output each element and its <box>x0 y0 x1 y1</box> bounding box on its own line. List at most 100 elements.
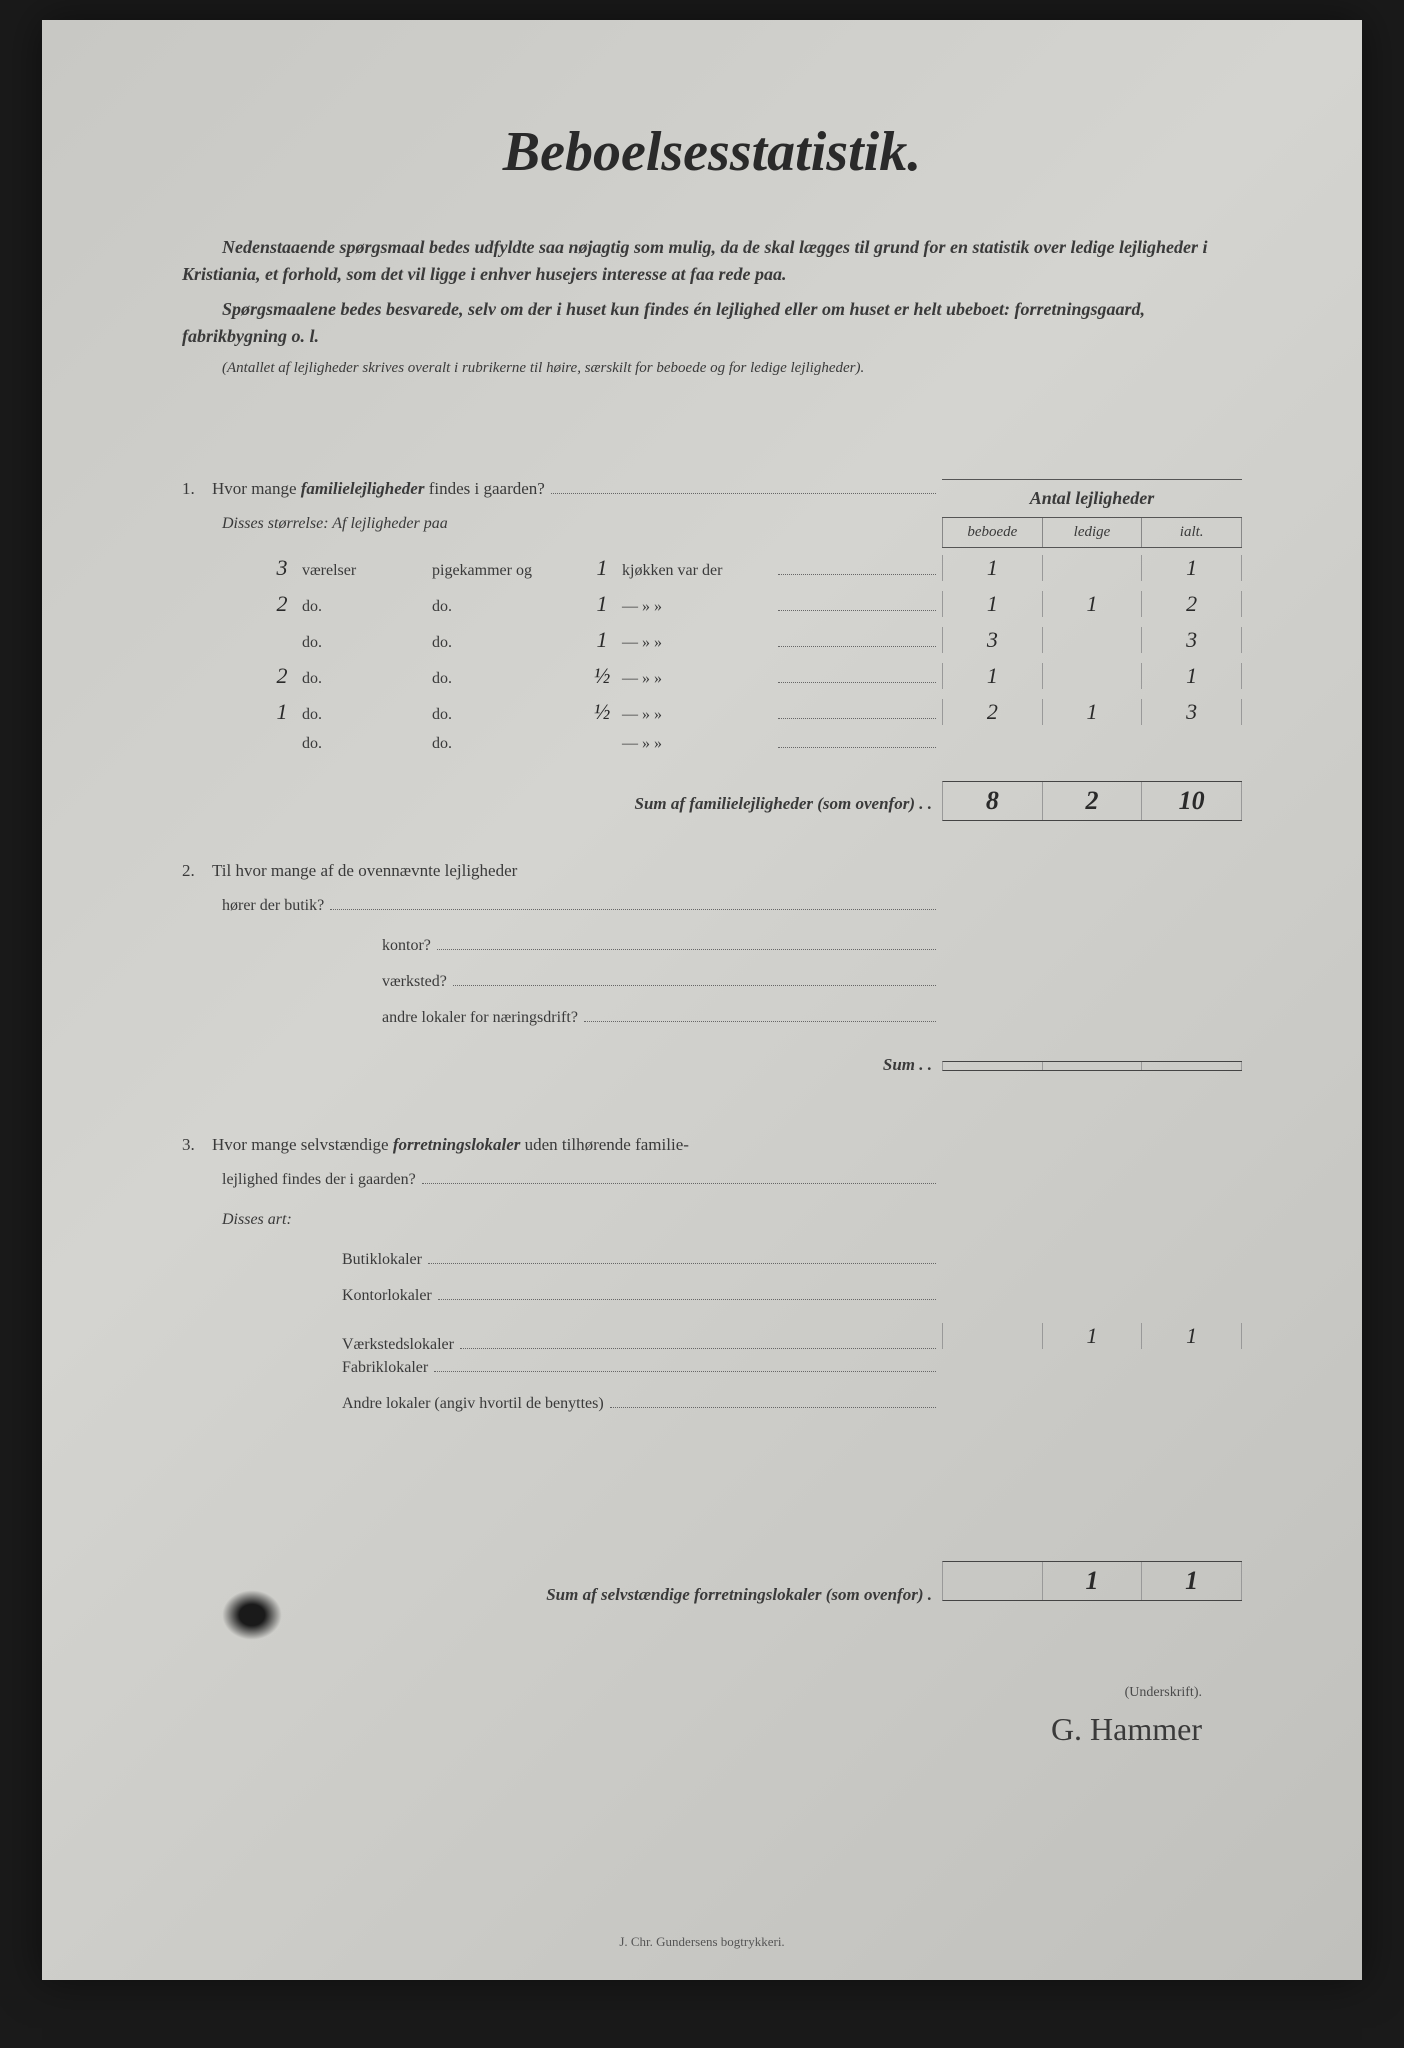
label-kjokken: — » » <box>622 634 772 652</box>
label-vaerelser: værelser <box>302 562 392 580</box>
q1-size-row: 3værelserpigekammer og1kjøkken var der11 <box>182 555 1242 591</box>
q1-size-row: 1do.do.½— » »213 <box>182 699 1242 735</box>
hw-vaerelser: 1 <box>262 699 302 725</box>
row-vals: 112 <box>942 591 1242 617</box>
q2-line-item: værksted? <box>182 973 1242 1009</box>
document-page: Beboelsesstatistik. Nedenstaaende spørgs… <box>42 20 1362 1980</box>
q2-number: 2. <box>182 861 212 881</box>
q1-sum-ialt: 10 <box>1142 782 1242 820</box>
table-area: Antal lejligheder beboede ledige ialt. 1… <box>182 479 1242 1605</box>
column-main-header: Antal lejligheder <box>942 479 1242 518</box>
row-vals: 33 <box>942 627 1242 653</box>
hw-kjokken: ½ <box>582 699 622 725</box>
label-vaerelser: do. <box>302 598 392 616</box>
label-kjokken: — » » <box>622 670 772 688</box>
intro-note: (Antallet af lejligheder skrives overalt… <box>182 358 1242 379</box>
q1-sum-row: Sum af familielejligheder (som ovenfor) … <box>182 781 1242 821</box>
val-beboede: 3 <box>943 627 1043 653</box>
val-ialt: 2 <box>1142 591 1242 617</box>
hw-kjokken: ½ <box>582 663 622 689</box>
q2-item-label: kontor? <box>382 937 431 955</box>
val-ialt: 3 <box>1142 627 1242 653</box>
column-sub-headers: beboede ledige ialt. <box>942 518 1242 548</box>
question-3: 3. Hvor mange selvstændige forretningslo… <box>182 1135 1242 1605</box>
row-vals: 11 <box>942 555 1242 581</box>
q1-number: 1. <box>182 479 212 499</box>
printer-credit: J. Chr. Gundersens bogtrykkeri. <box>42 1934 1362 1950</box>
hw-kjokken: 1 <box>582 555 622 581</box>
q2-item-label: hører der butik? <box>222 897 324 915</box>
signature-label: (Underskrift). <box>182 1685 1202 1701</box>
val-ledige <box>1043 627 1143 653</box>
q3-item-label: Fabriklokaler <box>342 1359 428 1377</box>
q2-text: Til hvor mange af de ovennævnte lejlighe… <box>212 861 517 881</box>
q3-line-item: Kontorlokaler <box>182 1287 1242 1323</box>
val-beboede: 1 <box>943 591 1043 617</box>
label-kjokken: — » » <box>622 706 772 724</box>
hw-vaerelser: 2 <box>262 663 302 689</box>
val-ledige: 1 <box>1043 591 1143 617</box>
label-kjokken: kjøkken var der <box>622 562 772 580</box>
q2-sum-vals <box>942 1061 1242 1071</box>
col-ledige: ledige <box>1042 518 1142 547</box>
q3-sum-row: Sum af selvstændige forretningslokaler (… <box>182 1561 1242 1605</box>
q3-line-item: Butiklokaler <box>182 1251 1242 1287</box>
row-vals: 11 <box>942 663 1242 689</box>
hw-vaerelser: 3 <box>262 555 302 581</box>
dots <box>551 493 936 494</box>
label-vaerelser: do. <box>302 670 392 688</box>
q1-size-row: 2do.do.1— » »112 <box>182 591 1242 627</box>
q2-line-item: andre lokaler for næringsdrift? <box>182 1009 1242 1045</box>
q1-sum-label: Sum af familielejligheder (som ovenfor) … <box>182 794 942 814</box>
label-pige: do. <box>432 735 582 753</box>
q3-sum-vals: 1 1 <box>942 1561 1242 1601</box>
val-beboede: 2 <box>943 699 1043 725</box>
q3-line-item: Andre lokaler (angiv hvortil de benyttes… <box>182 1395 1242 1431</box>
q2-sum-label: Sum . . <box>182 1055 942 1075</box>
col-ialt: ialt. <box>1141 518 1242 547</box>
val-beboede: 1 <box>943 663 1043 689</box>
label-pige: do. <box>432 598 582 616</box>
q1-sum-vals: 8 2 10 <box>942 781 1242 821</box>
row-vals: 213 <box>942 699 1242 725</box>
col-beboede: beboede <box>942 518 1042 547</box>
q3-item-label: Andre lokaler (angiv hvortil de benyttes… <box>342 1395 604 1413</box>
intro-paragraph-2: Spørgsmaalene bedes besvarede, selv om d… <box>182 296 1242 350</box>
q3-line2: lejlighed findes der i gaarden? <box>182 1171 1242 1205</box>
column-headers: Antal lejligheder beboede ledige ialt. <box>942 479 1242 548</box>
label-kjokken: — » » <box>622 598 772 616</box>
q1-size-row: do.do.— » » <box>182 735 1242 771</box>
label-vaerelser: do. <box>302 634 392 652</box>
q2-line-item: kontor? <box>182 937 1242 973</box>
q1-size-row: 2do.do.½— » »11 <box>182 663 1242 699</box>
signature-area: (Underskrift). G. Hammer <box>182 1685 1242 1748</box>
question-2: 2. Til hvor mange af de ovennævnte lejli… <box>182 861 1242 1095</box>
val-beboede: 1 <box>943 555 1043 581</box>
q3-number: 3. <box>182 1135 212 1155</box>
q2-item-label: værksted? <box>382 973 447 991</box>
hw-kjokken: 1 <box>582 591 622 617</box>
q2-line: 2. Til hvor mange af de ovennævnte lejli… <box>182 861 1242 891</box>
label-pige: pigekammer og <box>432 562 582 580</box>
label-pige: do. <box>432 706 582 724</box>
q1-text: Hvor mange familielejligheder findes i g… <box>212 479 545 499</box>
val-ialt: 1 <box>1142 555 1242 581</box>
label-pige: do. <box>432 670 582 688</box>
hw-kjokken: 1 <box>582 627 622 653</box>
val-ledige <box>1043 663 1143 689</box>
q1-size-row: do.do.1— » »33 <box>182 627 1242 663</box>
page-title: Beboelsesstatistik. <box>182 120 1242 184</box>
q3-line-item: Fabriklokaler <box>182 1359 1242 1395</box>
q3-item-label: Værkstedslokaler <box>342 1336 454 1354</box>
signature: G. Hammer <box>182 1711 1202 1748</box>
q2-item-label: andre lokaler for næringsdrift? <box>382 1009 578 1027</box>
val-ialt: 1 <box>1142 663 1242 689</box>
ink-blot <box>222 1590 282 1640</box>
q3-line-item: Værkstedslokaler11 <box>182 1323 1242 1359</box>
q2-line-item: hører der butik? <box>182 897 1242 931</box>
val-ialt: 3 <box>1142 699 1242 725</box>
q3-item-label: Butiklokaler <box>342 1251 422 1269</box>
q3-sublabel: Disses art: <box>182 1211 1242 1245</box>
intro-paragraph-1: Nedenstaaende spørgsmaal bedes udfyldte … <box>182 234 1242 288</box>
q3-line: 3. Hvor mange selvstændige forretningslo… <box>182 1135 1242 1165</box>
